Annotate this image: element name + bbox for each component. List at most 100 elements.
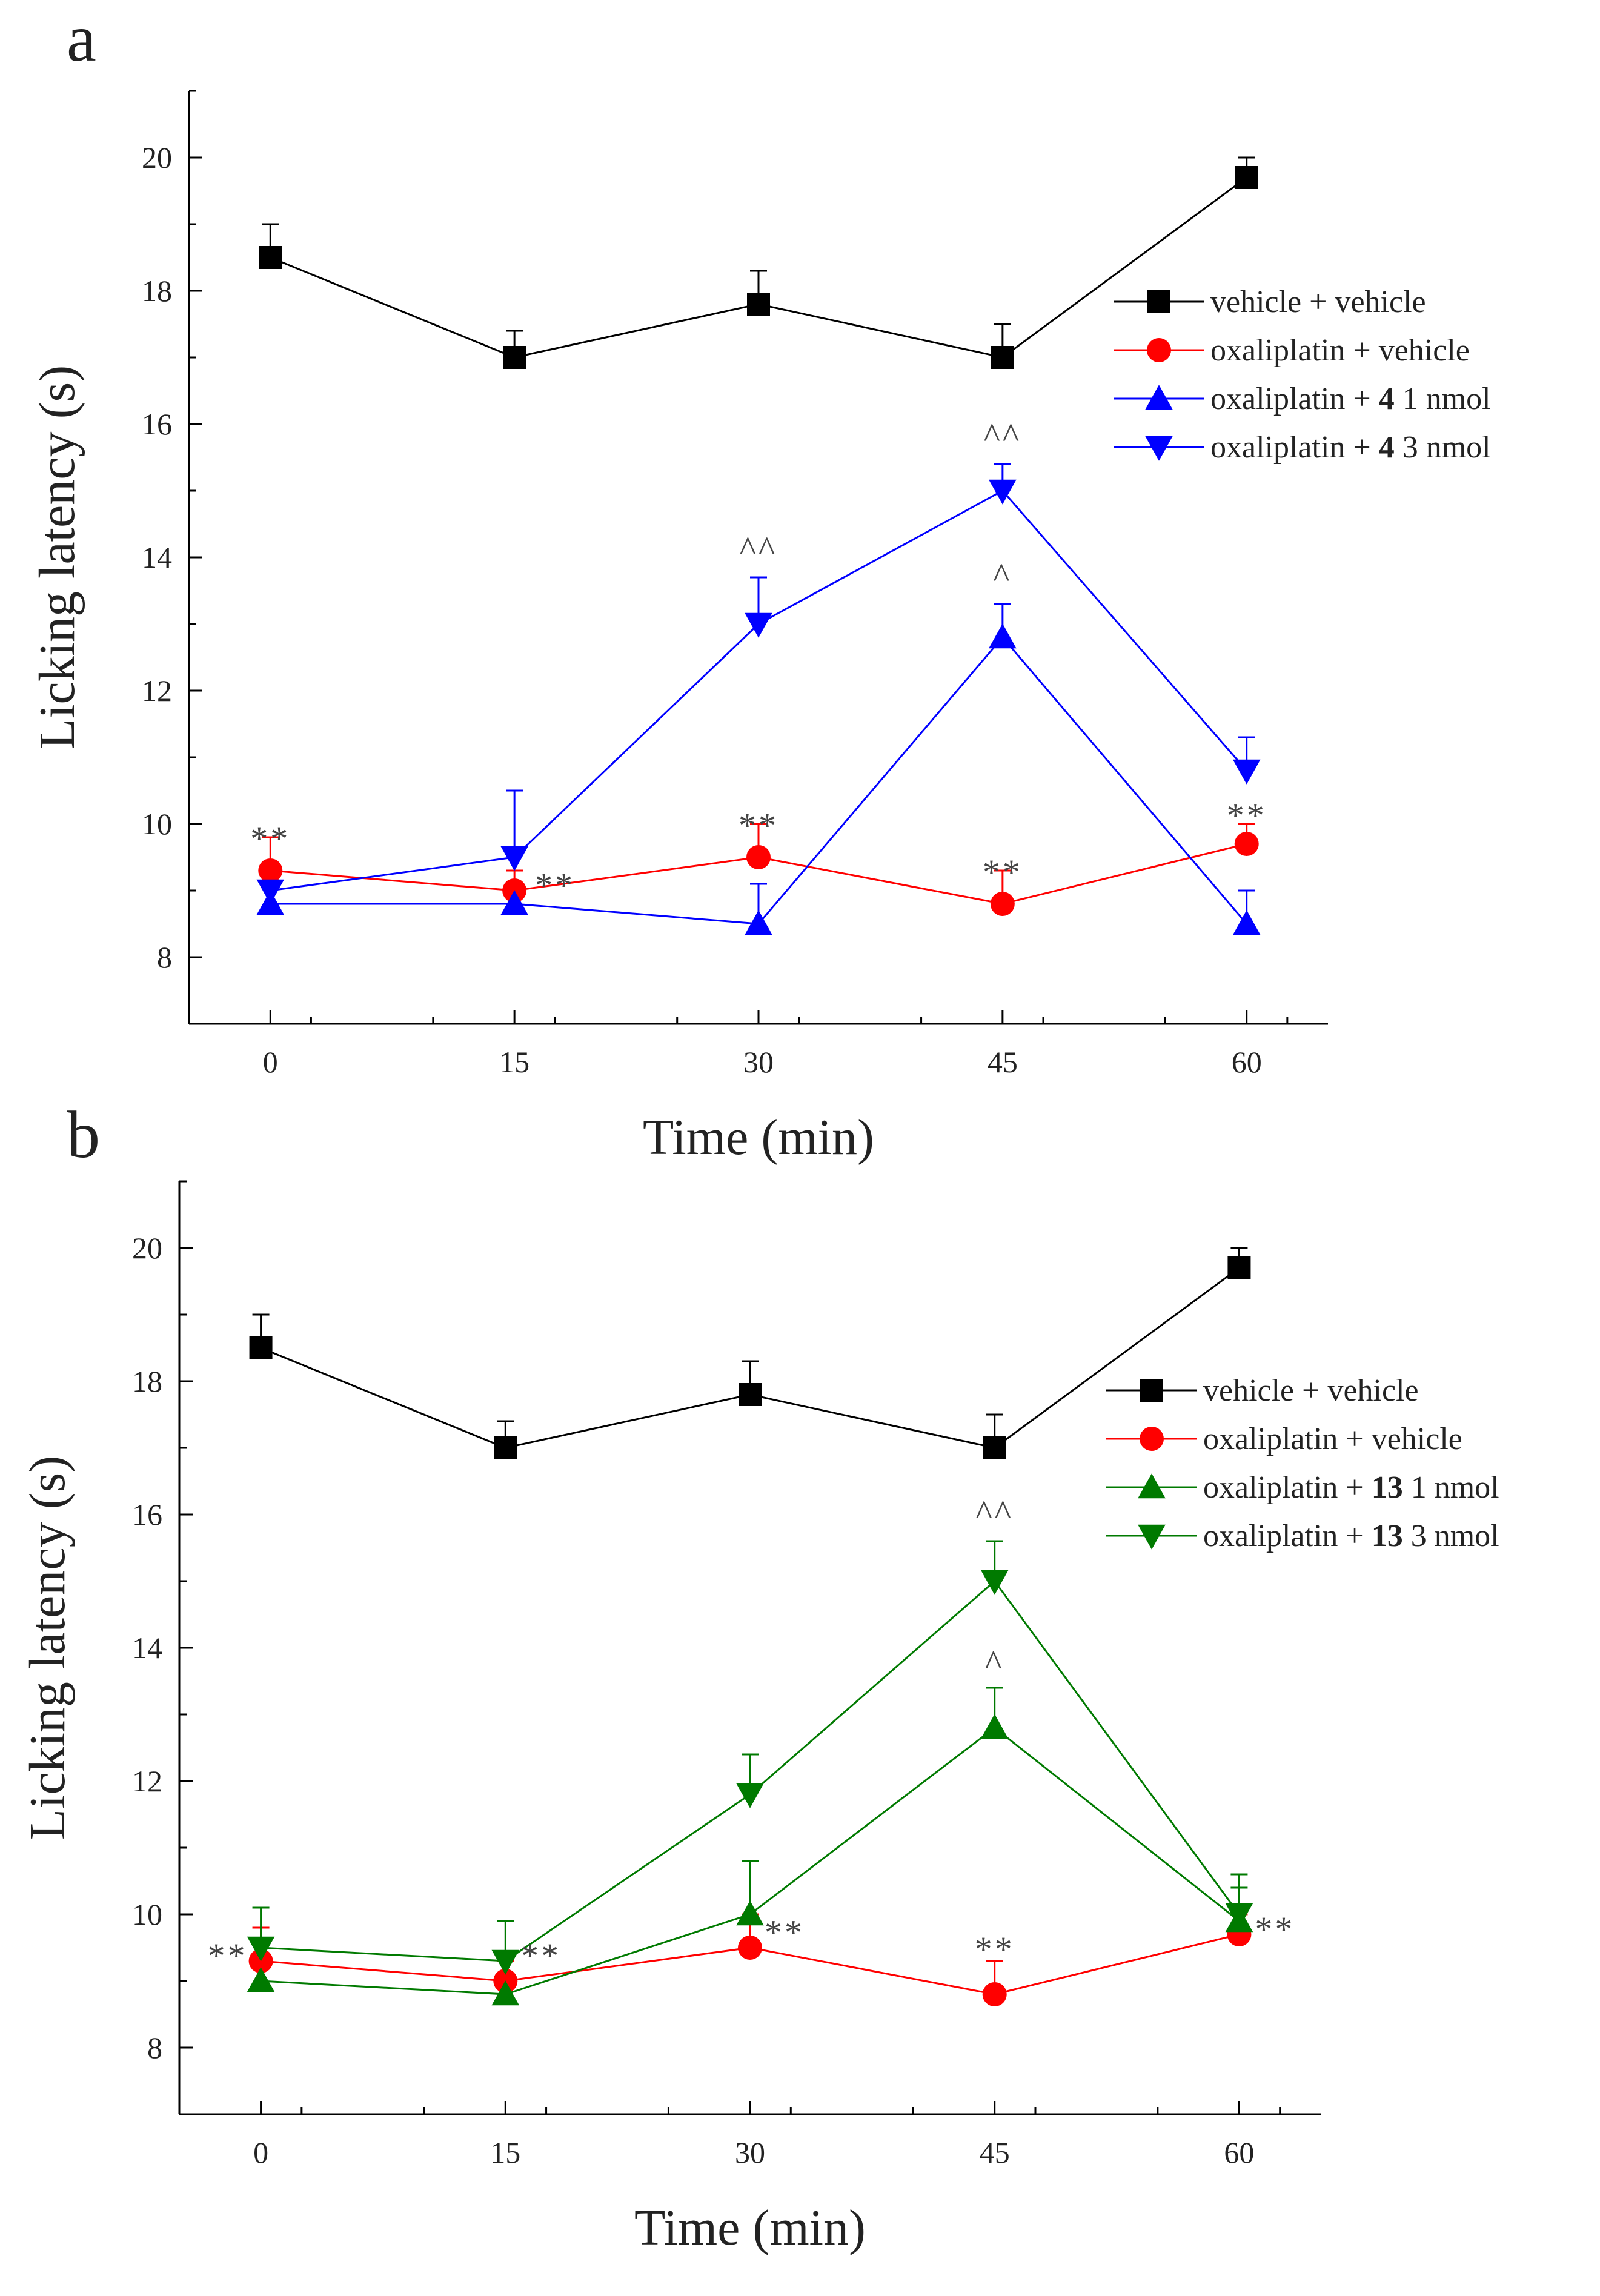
legend-label: oxaliplatin + vehicle xyxy=(1210,333,1470,368)
significance-annotation: ^^ xyxy=(740,529,777,569)
data-point-3 xyxy=(736,1783,764,1808)
significance-annotation: ^ xyxy=(985,1643,1004,1682)
data-point-1 xyxy=(990,892,1015,916)
legend-label-dose: 3 nmol xyxy=(1403,1519,1499,1553)
data-point-0 xyxy=(1227,1256,1251,1279)
data-point-1 xyxy=(258,858,283,883)
data-point-1 xyxy=(1234,832,1259,856)
legend-label-text: oxaliplatin + vehicle xyxy=(1203,1422,1462,1456)
significance-annotation: ** xyxy=(983,852,1023,892)
data-point-3 xyxy=(989,479,1017,505)
data-point-0 xyxy=(503,346,526,369)
x-axis-title: Time (min) xyxy=(634,2200,866,2256)
legend-marker xyxy=(1140,1379,1163,1402)
y-tick-label: 20 xyxy=(142,141,172,174)
data-point-3 xyxy=(1225,1903,1253,1928)
legend-label-dose: 3 nmol xyxy=(1395,430,1491,465)
data-point-1 xyxy=(738,1936,762,1960)
legend-label: oxaliplatin + 4 1 nmol xyxy=(1210,382,1491,416)
panel-letter: a xyxy=(67,1,96,75)
legend-label: oxaliplatin + 4 3 nmol xyxy=(1210,430,1491,465)
legend-marker xyxy=(1147,290,1170,313)
chart-panel-a: a 8 10 12 14 16 18 20 0 15 30 45 60 Time (min) Licking… xyxy=(29,1,1491,1166)
data-point-0 xyxy=(1235,166,1258,189)
series-line-2 xyxy=(270,635,1247,925)
x-tick-label: 45 xyxy=(988,1045,1018,1079)
x-axis-title: Time (min) xyxy=(643,1109,874,1166)
x-tick-label: 0 xyxy=(263,1045,278,1079)
data-point-0 xyxy=(739,1383,762,1406)
legend-label-compound: 13 xyxy=(1372,1519,1403,1553)
chart-panel-b: b 8 10 12 14 16 18 20 0 15 30 45 60 Time (min) Licking… xyxy=(19,1098,1499,2256)
legend-label-text: vehicle + vehicle xyxy=(1210,285,1426,319)
legend-label-text: oxaliplatin + xyxy=(1203,1519,1372,1553)
x-tick-label: 15 xyxy=(490,2135,520,2169)
legend-marker xyxy=(1147,338,1171,362)
x-tick-label: 30 xyxy=(743,1045,774,1079)
y-tick-label: 20 xyxy=(132,1231,162,1265)
significance-annotation: ** xyxy=(975,1929,1015,1969)
significance-annotation: ** xyxy=(765,1913,805,1953)
legend-label: vehicle + vehicle xyxy=(1210,285,1426,319)
y-tick-label: 10 xyxy=(132,1897,162,1931)
legend-label-dose: 1 nmol xyxy=(1403,1470,1499,1505)
significance-annotation: ** xyxy=(535,866,575,905)
significance-annotation: ^^ xyxy=(984,416,1021,456)
legend-label-text: oxaliplatin + vehicle xyxy=(1210,333,1470,368)
legend-marker xyxy=(1145,436,1173,461)
data-point-3 xyxy=(256,879,285,904)
significance-annotation: ^ xyxy=(993,556,1012,596)
x-tick-label: 30 xyxy=(735,2135,765,2169)
legend-label-dose: 1 nmol xyxy=(1395,382,1491,416)
legend-marker xyxy=(1138,1473,1166,1499)
x-tick-label: 15 xyxy=(499,1045,529,1079)
significance-annotation: ** xyxy=(250,819,290,858)
series-line-0 xyxy=(261,1267,1240,1449)
y-tick-label: 12 xyxy=(142,674,172,708)
data-point-3 xyxy=(1232,759,1261,785)
data-point-1 xyxy=(746,845,771,869)
data-point-2 xyxy=(247,1967,275,1992)
data-point-2 xyxy=(736,1900,764,1926)
data-point-0 xyxy=(991,346,1014,369)
y-tick-label: 8 xyxy=(147,2031,162,2065)
legend-label-text: oxaliplatin + xyxy=(1203,1470,1372,1505)
significance-annotation: ** xyxy=(1227,796,1267,835)
y-tick-label: 12 xyxy=(132,1764,162,1798)
data-point-1 xyxy=(982,1982,1007,2006)
data-point-0 xyxy=(494,1436,517,1459)
legend-label: oxaliplatin + 13 1 nmol xyxy=(1203,1470,1499,1505)
x-tick-label: 0 xyxy=(253,2135,268,2169)
y-tick-label: 18 xyxy=(142,274,172,308)
y-tick-label: 16 xyxy=(132,1498,162,1531)
y-axis-title: Licking latency (s) xyxy=(29,365,85,749)
legend-label-compound: 4 xyxy=(1379,430,1395,465)
data-point-3 xyxy=(980,1570,1009,1595)
data-point-0 xyxy=(259,246,282,269)
panel-letter: b xyxy=(67,1098,100,1172)
data-point-3 xyxy=(491,1949,520,1975)
y-tick-label: 14 xyxy=(142,540,172,574)
y-tick-label: 18 xyxy=(132,1364,162,1398)
significance-annotation: ** xyxy=(521,1936,561,1976)
data-point-3 xyxy=(500,846,528,871)
data-point-2 xyxy=(989,623,1017,649)
data-point-2 xyxy=(491,1980,520,2006)
y-tick-label: 14 xyxy=(132,1631,162,1665)
legend-label: oxaliplatin + 13 3 nmol xyxy=(1203,1519,1499,1553)
significance-annotation: ** xyxy=(1255,1909,1295,1949)
data-point-2 xyxy=(745,910,772,935)
legend-label: oxaliplatin + vehicle xyxy=(1203,1422,1462,1456)
y-tick-label: 16 xyxy=(142,407,172,441)
significance-annotation: ** xyxy=(208,1936,248,1976)
legend-label-text: vehicle + vehicle xyxy=(1203,1373,1419,1408)
legend-label-text: oxaliplatin + xyxy=(1210,430,1379,465)
legend-marker xyxy=(1138,1524,1166,1550)
significance-annotation: ^^ xyxy=(975,1493,1013,1533)
data-point-3 xyxy=(745,612,772,638)
y-tick-label: 10 xyxy=(142,807,172,841)
legend-label-compound: 13 xyxy=(1372,1470,1403,1505)
legend-marker xyxy=(1145,385,1173,410)
data-point-2 xyxy=(1232,910,1261,935)
data-point-3 xyxy=(247,1936,275,1962)
